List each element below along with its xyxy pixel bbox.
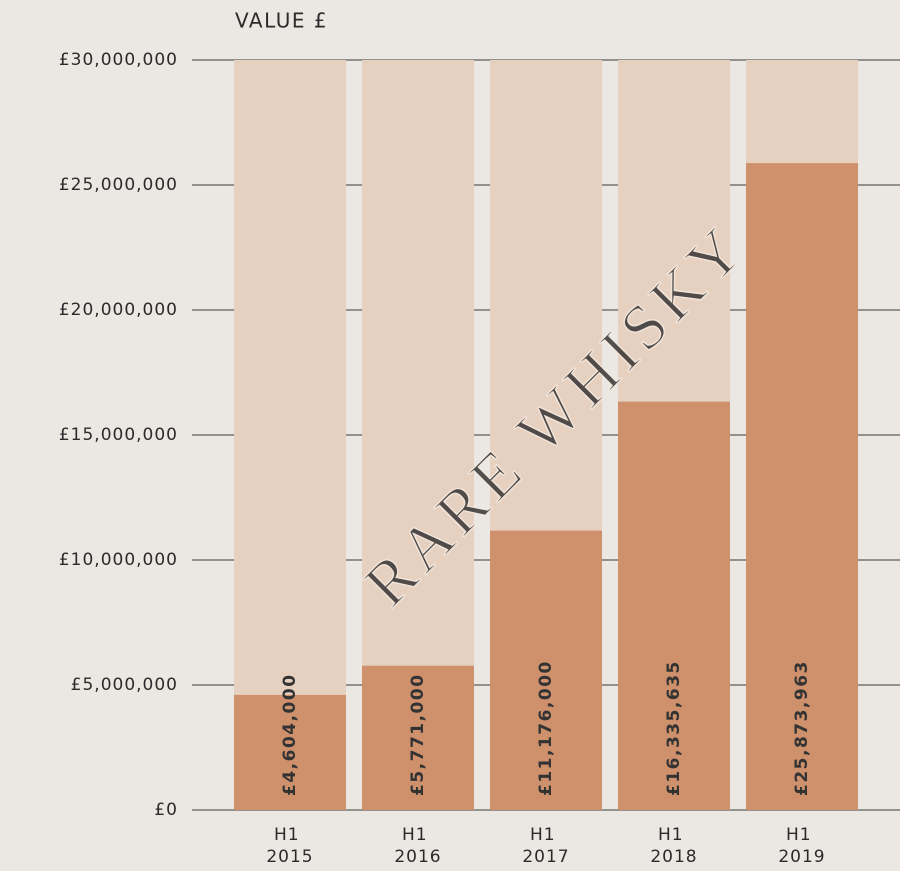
chart-title: VALUE £ [235,9,328,33]
y-tick-label: £15,000,000 [59,425,178,445]
y-tick-label: £10,000,000 [59,550,178,570]
value-label: £25,873,963 [792,660,812,796]
value-label: £4,604,000 [280,673,300,796]
bar [362,665,474,810]
value-label: £5,771,000 [408,673,428,796]
x-tick-label: H1 2018 [650,825,697,867]
y-tick-label: £20,000,000 [59,300,178,320]
y-tick-label: £5,000,000 [71,675,178,695]
value-label: £11,176,000 [536,660,556,796]
x-tick-label: H1 2017 [522,825,569,867]
bar [490,530,602,810]
x-tick-label: H1 2019 [778,825,825,867]
bar [618,401,730,810]
value-label: £16,335,635 [664,660,684,796]
y-tick-label: £30,000,000 [59,50,178,70]
x-tick-label: H1 2015 [266,825,313,867]
bar-track [234,60,346,810]
bar [234,694,346,810]
bar [746,163,858,810]
y-tick-label: £0 [154,800,178,820]
x-tick-label: H1 2016 [394,825,441,867]
y-tick-label: £25,000,000 [59,175,178,195]
